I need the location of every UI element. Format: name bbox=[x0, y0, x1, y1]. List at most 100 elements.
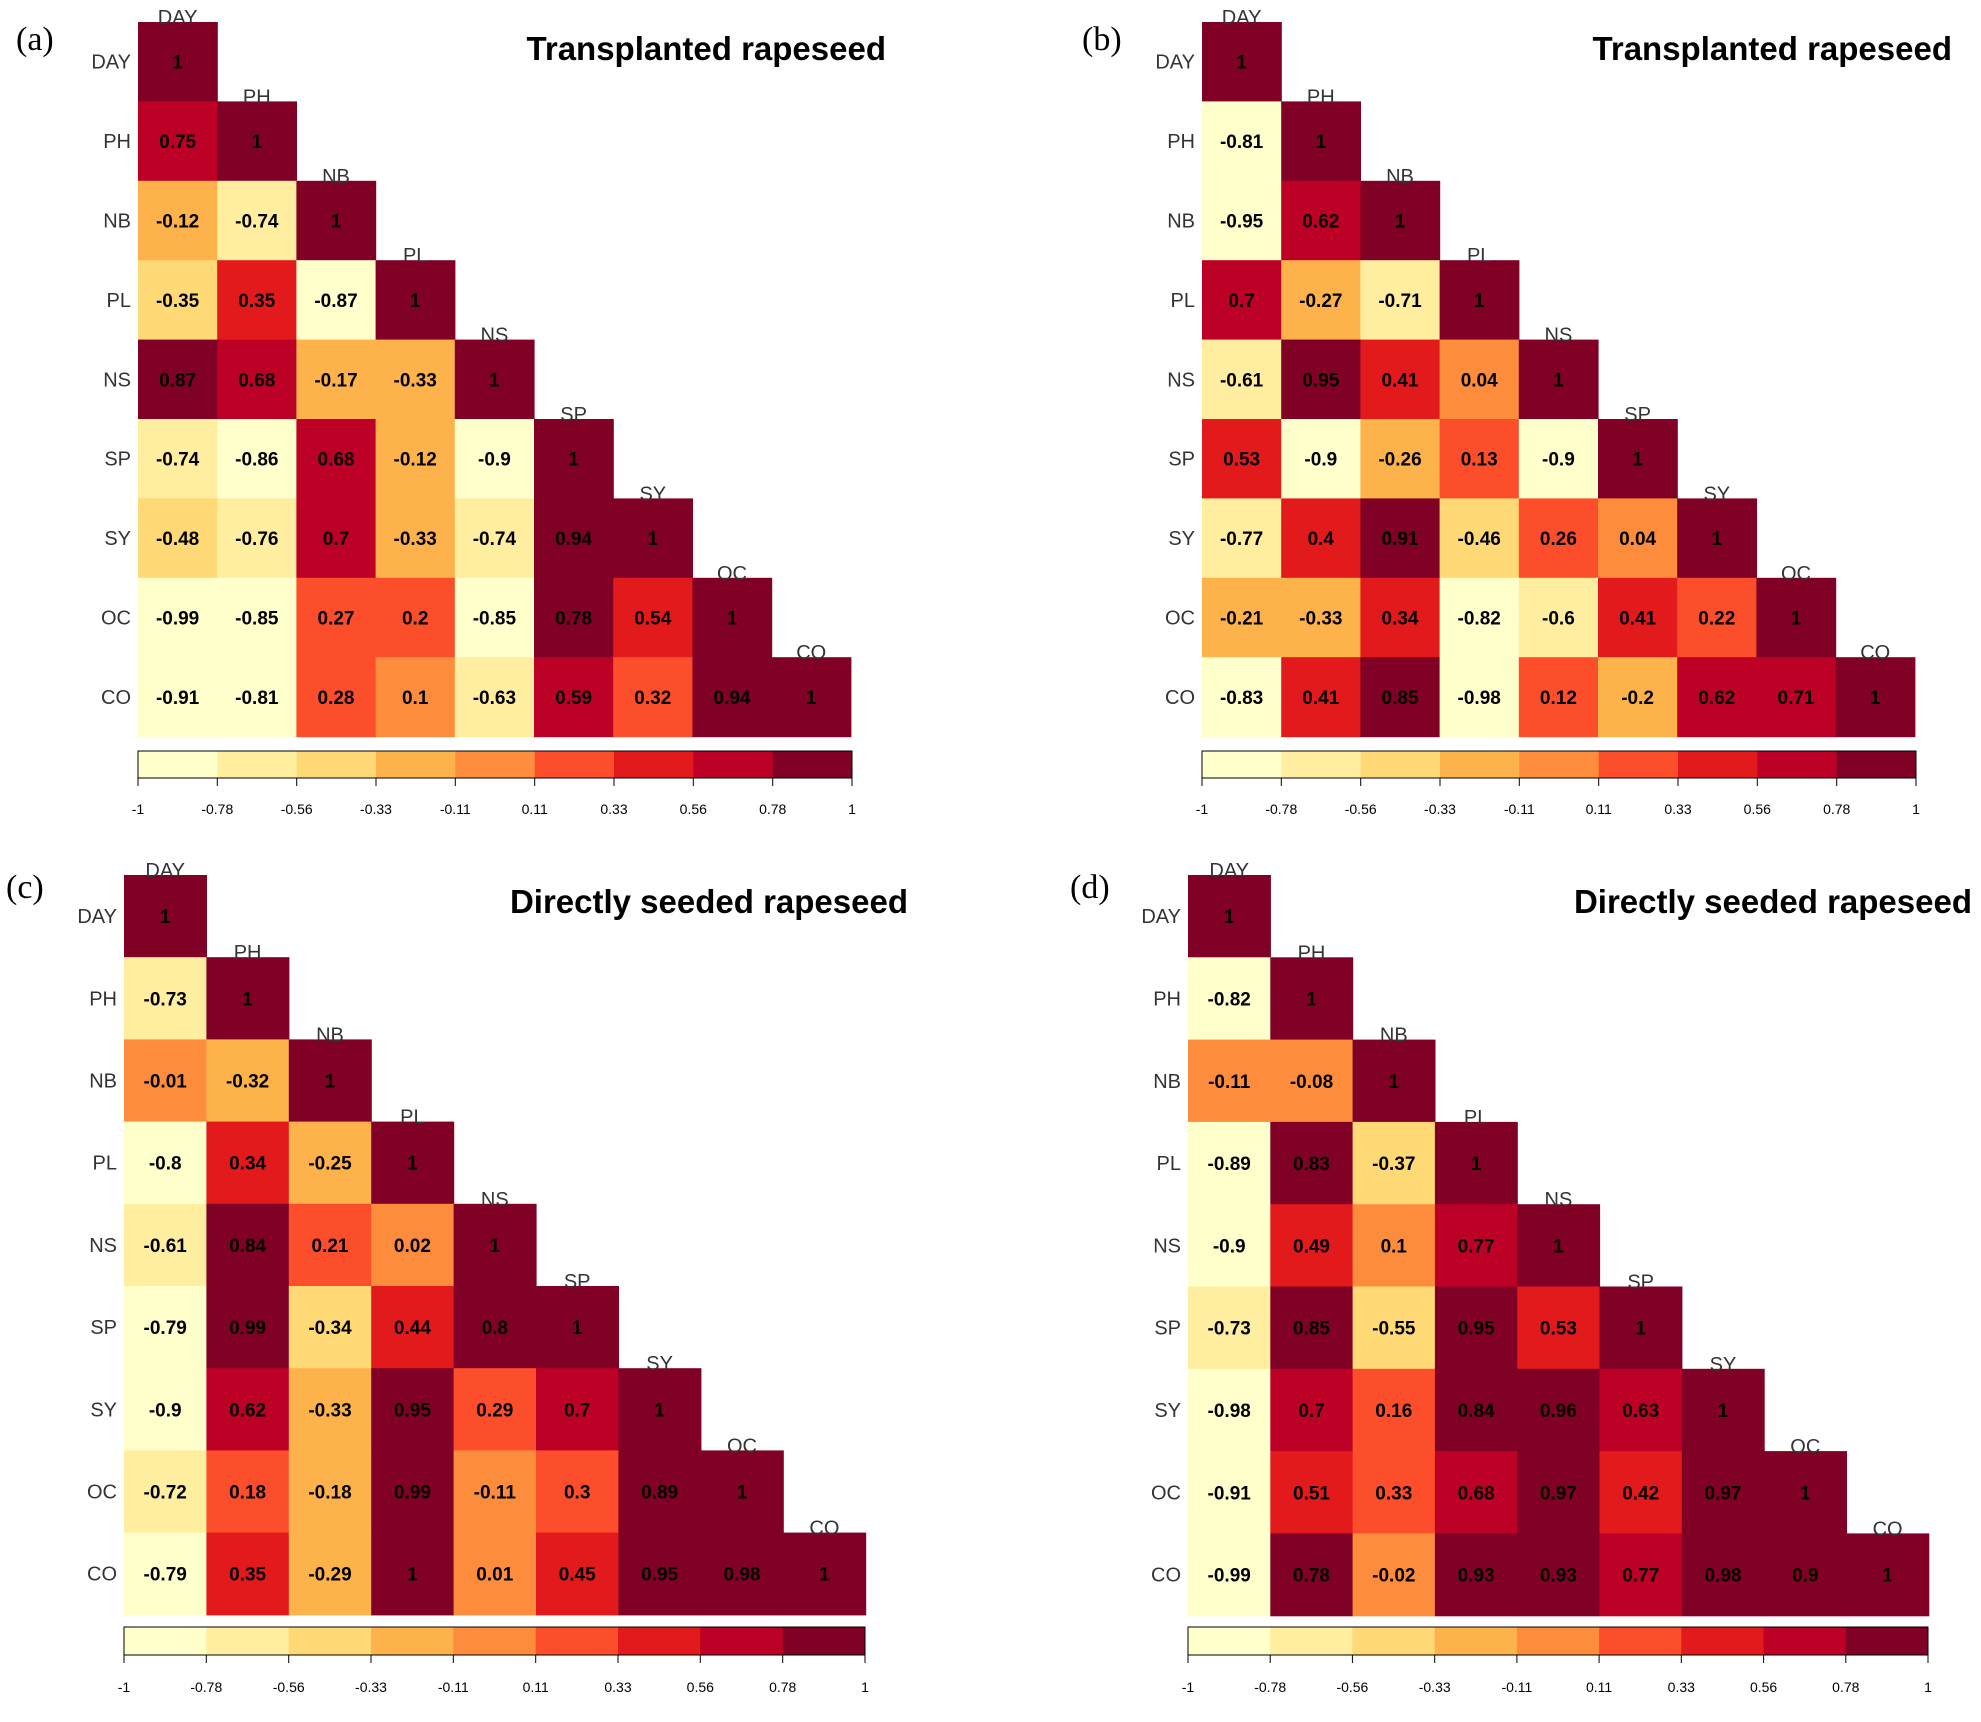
heatmap-cell-sy-pl bbox=[1439, 498, 1520, 579]
colorbar-tick-label: -0.11 bbox=[438, 1679, 469, 1695]
heatmap-cell-sp-day bbox=[1202, 419, 1282, 499]
colorbar-segment bbox=[1836, 751, 1917, 778]
row-label-day: DAY bbox=[1141, 906, 1181, 928]
heatmap-cell-sp-day bbox=[1188, 1286, 1271, 1370]
heatmap-cell-co-ns bbox=[1518, 657, 1599, 738]
colorbar-tick-label: 0.11 bbox=[1586, 1679, 1612, 1695]
cell-value-label: -0.32 bbox=[226, 1072, 269, 1093]
cell-value-label: -0.87 bbox=[314, 291, 357, 312]
heatmap-cell-pl-pl bbox=[1434, 1121, 1518, 1205]
cell-value-label: 1 bbox=[325, 1072, 336, 1093]
row-label-ns: NS bbox=[89, 1235, 117, 1257]
heatmap-cell-nb-day bbox=[138, 180, 218, 261]
colorbar-tick-label: 1 bbox=[1912, 801, 1920, 817]
colorbar-tick-label: 0.78 bbox=[1823, 801, 1850, 817]
colorbar-tick-label: 0.56 bbox=[680, 801, 707, 817]
heatmap-cell-pl-day bbox=[124, 1121, 207, 1205]
heatmap-cell-sp-day bbox=[138, 419, 218, 499]
cell-value-label: 0.7 bbox=[1298, 1401, 1324, 1422]
colorbar-segment bbox=[296, 751, 377, 778]
colorbar-tick-label: -0.78 bbox=[1265, 801, 1297, 817]
heatmap-cell-oc-sy bbox=[1681, 1451, 1765, 1534]
cell-value-label: -0.72 bbox=[144, 1483, 187, 1504]
heatmap-cell-oc-ph bbox=[206, 1450, 290, 1534]
cell-value-label: 0.04 bbox=[1619, 529, 1656, 550]
cell-value-label: -0.73 bbox=[1208, 1319, 1251, 1340]
cell-value-label: 0.77 bbox=[1622, 1566, 1659, 1587]
cell-value-label: -0.89 bbox=[1208, 1154, 1251, 1175]
cell-value-label: 1 bbox=[160, 907, 171, 928]
colorbar-segment bbox=[1440, 751, 1520, 778]
cell-value-label: -0.61 bbox=[144, 1236, 188, 1257]
cell-value-label: 0.7 bbox=[323, 529, 349, 550]
heatmap-cell-pl-day bbox=[1188, 1121, 1271, 1205]
colorbar-tick-label: 0.33 bbox=[600, 801, 627, 817]
heatmap-cell-oc-ph bbox=[1281, 577, 1361, 658]
column-label-ns: NS bbox=[481, 325, 509, 347]
heatmap-cell-ns-ph bbox=[1281, 339, 1361, 420]
colorbar-segment bbox=[1360, 751, 1441, 778]
cell-value-label: -0.82 bbox=[1208, 989, 1251, 1010]
colorbar-frame bbox=[137, 750, 853, 779]
colorbar-segment bbox=[217, 751, 298, 778]
colorbar-segment bbox=[376, 751, 456, 778]
cell-value-label: 1 bbox=[727, 609, 738, 630]
colorbar-segment bbox=[138, 751, 218, 778]
colorbar-tick-label: 0.33 bbox=[604, 1679, 631, 1695]
heatmap-cell-ns-nb bbox=[1360, 339, 1441, 420]
cell-value-label: -0.74 bbox=[473, 529, 517, 550]
heatmap-cell-sp-pl bbox=[375, 419, 456, 499]
row-label-day: DAY bbox=[77, 906, 117, 928]
cell-value-label: 0.62 bbox=[1302, 212, 1339, 233]
cell-value-label: -0.46 bbox=[1458, 529, 1501, 550]
cell-value-label: 0.41 bbox=[1302, 688, 1339, 709]
cell-value-label: 0.95 bbox=[641, 1565, 678, 1586]
cell-value-label: -0.9 bbox=[478, 450, 511, 471]
cell-value-label: 1 bbox=[331, 212, 342, 233]
row-label-pl: PL bbox=[107, 290, 131, 312]
heatmap-cell-oc-sp bbox=[1599, 1451, 1683, 1534]
row-label-oc: OC bbox=[101, 608, 131, 630]
heatmap-cell-nb-ph bbox=[206, 1039, 290, 1123]
heatmap-cell-sy-sy bbox=[618, 1368, 702, 1451]
cell-value-label: 0.91 bbox=[1382, 529, 1419, 550]
heatmap-cell-oc-day bbox=[1202, 577, 1282, 658]
column-label-sp: SP bbox=[1627, 1272, 1654, 1294]
cell-value-label: -0.12 bbox=[394, 450, 437, 471]
cell-value-label: 1 bbox=[1224, 907, 1235, 928]
cell-value-label: 0.84 bbox=[229, 1236, 266, 1257]
cell-value-label: 1 bbox=[572, 1318, 583, 1339]
colorbar-tick-label: -0.78 bbox=[201, 801, 233, 817]
heatmap-cell-co-oc bbox=[1764, 1533, 1847, 1617]
cell-value-label: 0.85 bbox=[1293, 1319, 1330, 1340]
heatmap-cell-ns-ns bbox=[453, 1203, 537, 1287]
chart-title: Directly seeded rapeseed bbox=[510, 883, 908, 920]
heatmap-cell-ns-ns bbox=[1517, 1204, 1601, 1288]
cell-value-label: -0.81 bbox=[1220, 132, 1264, 153]
heatmap-cell-co-sy bbox=[618, 1532, 702, 1616]
colorbar-tick-label: -1 bbox=[1182, 1679, 1195, 1695]
cell-value-label: 1 bbox=[242, 989, 253, 1010]
colorbar-segment bbox=[700, 1627, 784, 1655]
panel-label: (b) bbox=[1082, 21, 1122, 58]
cell-value-label: 1 bbox=[1389, 1072, 1400, 1093]
cell-value-label: 0.78 bbox=[555, 609, 592, 630]
cell-value-label: -0.11 bbox=[1208, 1072, 1251, 1093]
column-label-pl: PL bbox=[400, 1107, 424, 1129]
panel-label: (a) bbox=[16, 21, 54, 58]
cell-value-label: -0.9 bbox=[1542, 450, 1575, 471]
colorbar-tick-label: -0.56 bbox=[273, 1679, 305, 1695]
cell-value-label: -0.74 bbox=[156, 450, 200, 471]
cell-value-label: -0.74 bbox=[235, 212, 279, 233]
colorbar-tick-label: 0.11 bbox=[522, 801, 548, 817]
cell-value-label: 1 bbox=[568, 450, 579, 471]
heatmap-cell-ns-day bbox=[138, 339, 218, 420]
heatmap-cell-sp-sp bbox=[1599, 1286, 1683, 1370]
colorbar-tick-label: 0.33 bbox=[1664, 801, 1691, 817]
cell-value-label: -0.73 bbox=[144, 989, 187, 1010]
cell-value-label: 1 bbox=[737, 1483, 748, 1504]
colorbar-tick-label: 1 bbox=[1924, 1679, 1932, 1695]
heatmap-cell-ns-nb bbox=[288, 1203, 372, 1287]
heatmap-cell-sp-ph bbox=[1270, 1286, 1354, 1370]
